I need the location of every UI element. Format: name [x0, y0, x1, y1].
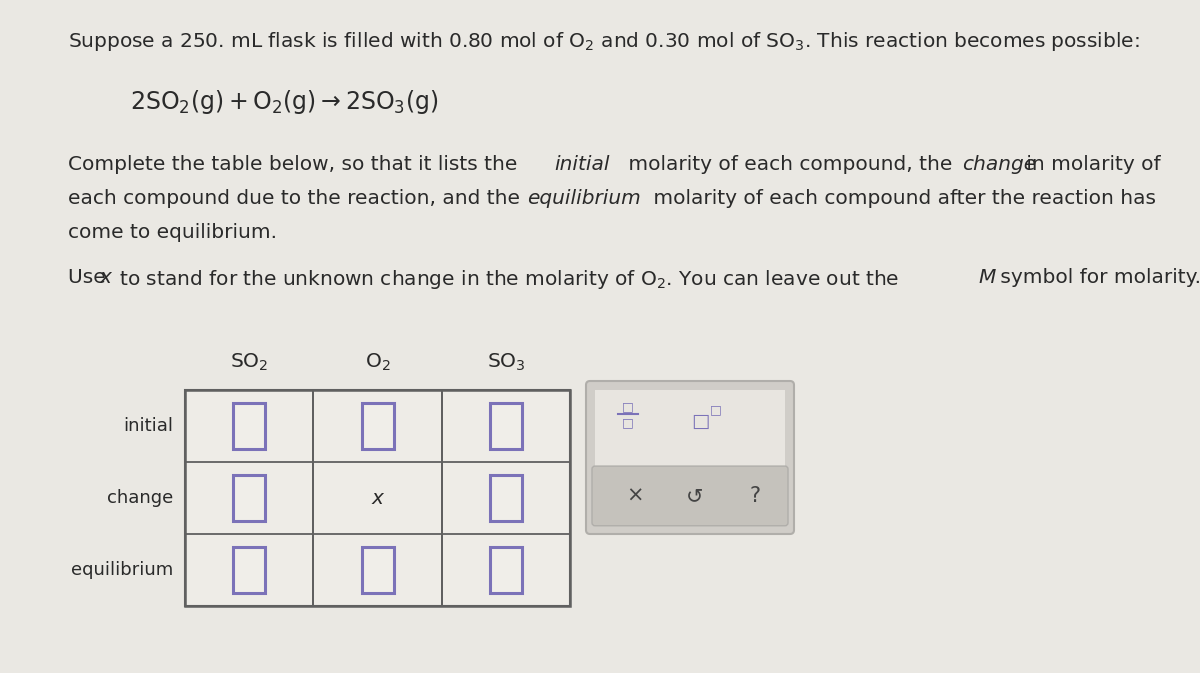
Text: □: □ [622, 400, 634, 413]
Text: Complete the table below, so that it lists the: Complete the table below, so that it lis… [68, 155, 523, 174]
FancyBboxPatch shape [490, 547, 522, 593]
Text: initial: initial [554, 155, 610, 174]
FancyBboxPatch shape [361, 547, 394, 593]
Text: $\mathregular{O_2}$: $\mathregular{O_2}$ [365, 352, 390, 374]
Text: □: □ [622, 416, 634, 429]
Text: x: x [100, 268, 112, 287]
FancyBboxPatch shape [490, 403, 522, 449]
Text: to stand for the unknown change in the molarity of $\mathregular{O_2}$. You can : to stand for the unknown change in the m… [113, 268, 900, 291]
Text: $\mathregular{2SO_2(g) + O_2(g) \rightarrow 2SO_3(g)}$: $\mathregular{2SO_2(g) + O_2(g) \rightar… [130, 88, 438, 116]
Text: change: change [107, 489, 173, 507]
Text: molarity of each compound, the: molarity of each compound, the [622, 155, 959, 174]
FancyBboxPatch shape [233, 403, 265, 449]
Text: Suppose a 250. mL flask is filled with 0.80 mol of $\mathregular{O_2}$ and 0.30 : Suppose a 250. mL flask is filled with 0… [68, 30, 1140, 53]
Text: symbol for molarity.: symbol for molarity. [994, 268, 1200, 287]
FancyBboxPatch shape [592, 466, 788, 526]
FancyBboxPatch shape [233, 475, 265, 521]
Text: molarity of each compound after the reaction has: molarity of each compound after the reac… [647, 189, 1156, 208]
Text: ↺: ↺ [686, 486, 703, 506]
FancyBboxPatch shape [586, 381, 794, 534]
FancyBboxPatch shape [233, 547, 265, 593]
Text: change: change [962, 155, 1036, 174]
Text: □: □ [691, 411, 709, 431]
Text: ?: ? [750, 486, 761, 506]
Text: Use: Use [68, 268, 112, 287]
FancyBboxPatch shape [361, 403, 394, 449]
Text: x: x [372, 489, 384, 507]
Text: M: M [978, 268, 995, 287]
Text: $\mathregular{SO_3}$: $\mathregular{SO_3}$ [486, 352, 526, 374]
Text: each compound due to the reaction, and the: each compound due to the reaction, and t… [68, 189, 527, 208]
Text: $\mathregular{SO_2}$: $\mathregular{SO_2}$ [230, 352, 269, 374]
Text: initial: initial [124, 417, 173, 435]
Text: come to equilibrium.: come to equilibrium. [68, 223, 277, 242]
Text: □: □ [710, 404, 722, 417]
Text: equilibrium: equilibrium [527, 189, 641, 208]
Text: in molarity of: in molarity of [1020, 155, 1160, 174]
Text: ×: × [626, 486, 643, 506]
FancyBboxPatch shape [490, 475, 522, 521]
FancyBboxPatch shape [185, 390, 570, 606]
Text: equilibrium: equilibrium [71, 561, 173, 579]
FancyBboxPatch shape [595, 390, 785, 470]
